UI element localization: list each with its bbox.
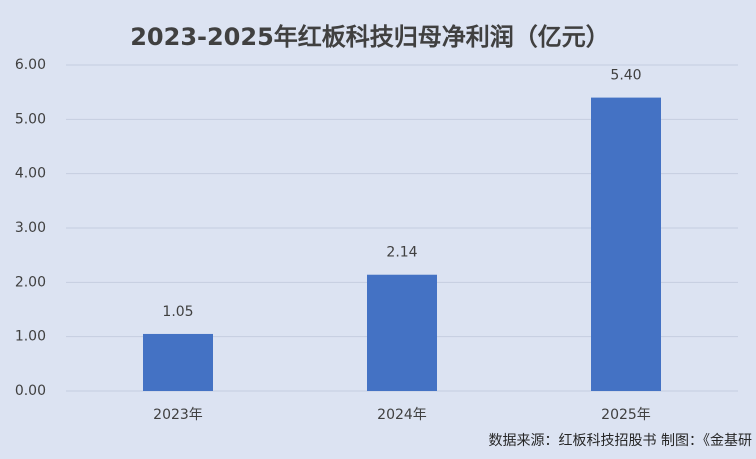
y-tick-label: 6.00 bbox=[15, 57, 46, 73]
data-label: 5.40 bbox=[610, 68, 641, 84]
y-tick-label: 5.00 bbox=[15, 111, 46, 127]
y-tick-label: 0.00 bbox=[15, 383, 46, 399]
data-label: 1.05 bbox=[162, 304, 193, 320]
source-note: 数据来源：红板科技招股书 制图：《金基研 bbox=[489, 432, 752, 449]
x-tick-label: 2023年 bbox=[153, 407, 203, 423]
y-tick-label: 2.00 bbox=[15, 274, 46, 290]
x-tick-label: 2024年 bbox=[377, 407, 427, 423]
bar bbox=[367, 274, 437, 391]
chart-title: 2023-2025年红板科技归母净利润（亿元） bbox=[130, 23, 610, 51]
x-tick-label: 2025年 bbox=[601, 407, 651, 423]
y-tick-label: 1.00 bbox=[15, 329, 46, 345]
bar bbox=[591, 97, 661, 391]
y-tick-label: 3.00 bbox=[15, 220, 46, 236]
y-tick-label: 4.00 bbox=[15, 166, 46, 182]
bar bbox=[143, 333, 213, 391]
data-label: 2.14 bbox=[386, 245, 417, 261]
